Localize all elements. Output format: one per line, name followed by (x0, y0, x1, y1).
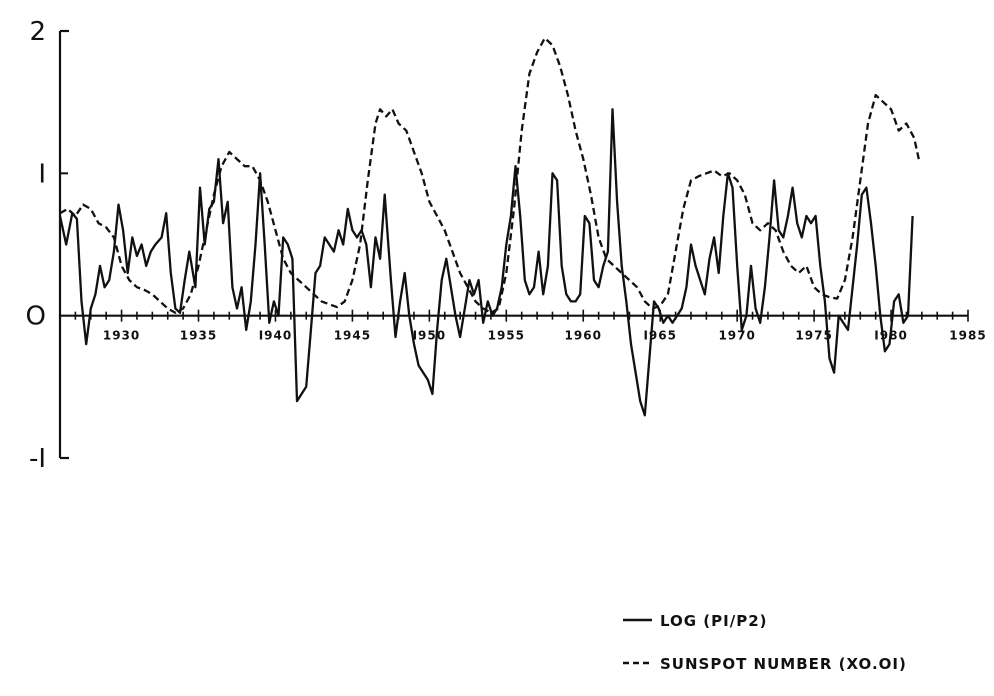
x-tick-label: 1930 (103, 329, 140, 343)
x-tick-label: I940 (259, 329, 293, 343)
x-tick-label: 1935 (180, 329, 217, 343)
y-tick-label: I (38, 159, 46, 189)
series-line-sunspot (59, 36, 920, 314)
x-tick-label: I965 (643, 329, 677, 343)
x-tick-label: 1970 (718, 329, 755, 343)
legend: LOG (PI/P2) SUNSPOT NUMBER (XO.OI) (623, 612, 907, 673)
legend-label-sunspot: SUNSPOT NUMBER (XO.OI) (660, 655, 907, 673)
x-tick-label: I950 (413, 329, 447, 343)
x-tick-label: 1985 (949, 329, 986, 343)
x-tick-label: 1945 (334, 329, 371, 343)
series-line-log-ratio (58, 108, 914, 417)
x-tick-labels: 1930 1935 I940 1945 I950 1955 1960 I965 1970 1975… (103, 329, 986, 343)
chart-axes (58, 29, 969, 460)
x-tick-label: 1955 (488, 329, 525, 343)
x-tick-label: 1975 (795, 329, 832, 343)
x-tick-label: 1960 (565, 329, 602, 343)
legend-label-log-ratio: LOG (PI/P2) (660, 612, 768, 630)
series-layer (58, 36, 920, 417)
y-tick-labels: 2 I O -I (26, 17, 46, 474)
y-tick-label: 2 (29, 17, 46, 47)
y-tick-label: O (26, 302, 46, 332)
y-tick-label: -I (29, 444, 46, 474)
